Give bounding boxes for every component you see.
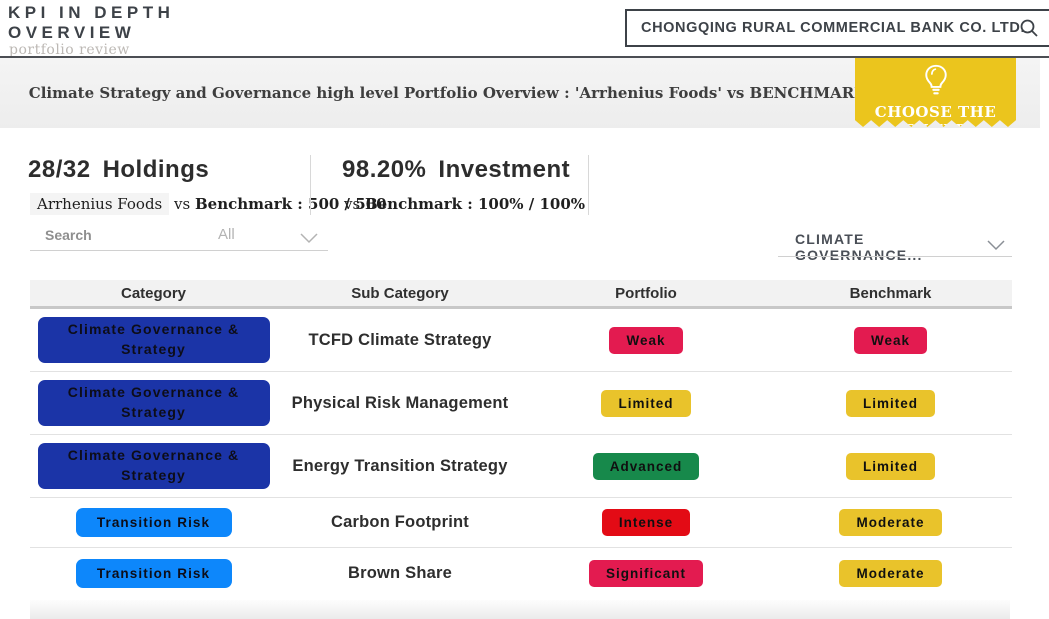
category-badge: Climate Governance & Strategy — [37, 317, 270, 363]
category-badge: Transition Risk — [75, 558, 232, 588]
investment-value: 98.20% — [342, 156, 427, 183]
benchmark-status-badge: Weak — [853, 326, 928, 354]
search-icon[interactable] — [1019, 18, 1039, 43]
portfolio-status-badge: Intense — [601, 509, 691, 536]
banner-title: Climate Strategy and Governance high lev… — [28, 84, 868, 102]
table-header: Category Sub Category Portfolio Benchmar… — [30, 280, 1012, 309]
chevron-down-icon — [987, 238, 1005, 256]
table-row: Climate Governance & Strategy TCFD Clima… — [30, 309, 1012, 372]
company-search-input[interactable]: CHONGQING RURAL COMMERCIAL BANK CO. LTD. — [625, 9, 1049, 47]
category-filter-value: CLIMATE GOVERNANCE... — [795, 231, 923, 263]
company-search-value: CHONGQING RURAL COMMERCIAL BANK CO. LTD. — [641, 20, 1026, 36]
app-header: KPI IN DEPTH OVERVIEW portfolio review C… — [0, 0, 1049, 58]
benchmark-status-badge: Moderate — [839, 509, 942, 536]
page-title: KPI IN DEPTH OVERVIEW — [8, 3, 175, 43]
kpi-table: Category Sub Category Portfolio Benchmar… — [30, 280, 1012, 598]
sub-category-label: Carbon Footprint — [331, 513, 469, 531]
footer-band — [30, 600, 1010, 619]
search-input[interactable]: Search — [45, 227, 92, 243]
category-badge: Climate Governance & Strategy — [37, 380, 270, 426]
stat-divider — [588, 155, 589, 215]
table-row: Climate Governance & Strategy Physical R… — [30, 372, 1012, 435]
vs-label: vs — [344, 195, 361, 213]
page-subtitle: portfolio review — [9, 42, 130, 58]
investment-benchmark-detail: Benchmark : 100% / 100% — [364, 195, 586, 213]
column-header-benchmark: Benchmark — [849, 284, 932, 302]
portfolio-name-chip: Arrhenius Foods — [30, 193, 170, 215]
portfolio-status-badge: Advanced — [592, 452, 700, 480]
category-badge: Climate Governance & Strategy — [37, 443, 270, 489]
portfolio-status-badge: Weak — [609, 326, 683, 354]
vs-label: vs — [174, 195, 191, 213]
category-filter-dropdown[interactable]: CLIMATE GOVERNANCE... — [795, 231, 1005, 263]
holdings-value: 28/32 — [28, 156, 91, 183]
holdings-benchmark-line: Arrhenius Foods vs Benchmark : 500 / 500 — [30, 193, 387, 215]
benchmark-status-badge: Limited — [845, 452, 935, 480]
column-header-portfolio: Portfolio — [615, 284, 677, 302]
table-row: Transition Risk Carbon Footprint Intense… — [30, 498, 1012, 548]
dropdown-underline — [778, 256, 1012, 257]
investment-stat: 98.20% Investment — [342, 156, 570, 184]
benchmark-status-badge: Moderate — [839, 559, 942, 587]
holdings-label: Holdings — [102, 156, 210, 183]
sub-category-label: TCFD Climate Strategy — [308, 330, 492, 349]
column-header-sub-category: Sub Category — [351, 284, 449, 302]
holdings-benchmark-detail: Benchmark : 500 / 500 — [194, 195, 387, 213]
sub-category-label: Energy Transition Strategy — [292, 456, 508, 475]
portfolio-status-badge: Significant — [588, 559, 703, 587]
category-badge: Transition Risk — [75, 508, 232, 537]
investment-label: Investment — [438, 156, 571, 183]
investment-benchmark-line: vs Benchmark : 100% / 100% — [344, 195, 585, 213]
chevron-down-icon[interactable] — [300, 231, 318, 249]
search-underline — [30, 250, 328, 251]
stat-divider — [310, 155, 311, 215]
holdings-stat: 28/32 Holdings — [28, 156, 209, 184]
sub-category-label: Brown Share — [348, 563, 452, 582]
lightbulb-icon — [923, 63, 949, 102]
sub-category-label: Physical Risk Management — [291, 393, 509, 412]
benchmark-status-badge: Limited — [845, 389, 935, 417]
header-divider — [0, 56, 1049, 58]
choose-filter-button[interactable]: CHOOSE THE FILTER — [855, 58, 1016, 127]
portfolio-status-badge: Limited — [601, 389, 691, 417]
scope-dropdown[interactable]: All — [218, 226, 235, 243]
table-row: Climate Governance & Strategy Energy Tra… — [30, 435, 1012, 498]
table-row: Transition Risk Brown Share Significant … — [30, 548, 1012, 598]
column-header-category: Category — [120, 284, 187, 302]
